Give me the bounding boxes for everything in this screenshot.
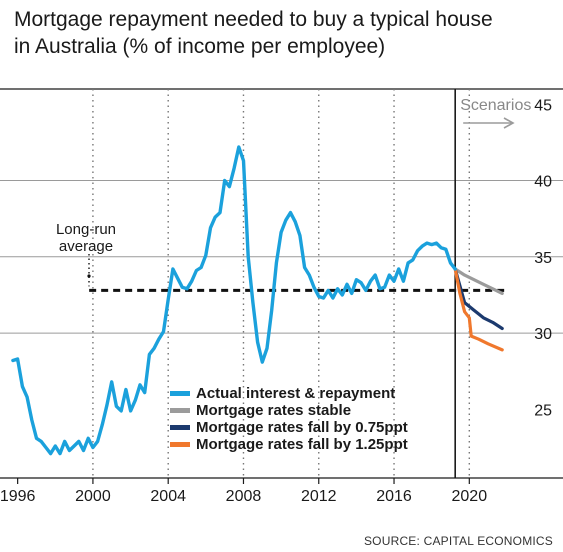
scenarios-label: Scenarios [460, 97, 531, 114]
series-line-mortgage-rates-stable [453, 267, 504, 295]
y-tick-label-40: 40 [534, 174, 552, 191]
legend-swatch-mortgage-rates-fall-by-0-75ppt [170, 425, 190, 430]
legend-label-mortgage-rates-fall-by-1-25ppt: Mortgage rates fall by 1.25ppt [196, 436, 408, 453]
legend-swatch-actual-interest-repayment [170, 391, 190, 396]
legend-label-actual-interest-repayment: Actual interest & repayment [196, 385, 395, 402]
y-tick-label-45: 45 [534, 97, 552, 114]
series-line-actual-interest-repayment [11, 145, 457, 456]
chart-title-line-2: in Australia (% of income per employee) [14, 35, 386, 58]
long-run-average-label-1: Long-run [56, 221, 116, 238]
source-note: SOURCE: CAPITAL ECONOMICS [363, 534, 553, 548]
x-tick-label-2020: 2020 [452, 488, 488, 505]
chart-title: Mortgage repayment needed to buy a typic… [14, 6, 554, 60]
legend-swatch-mortgage-rates-fall-by-1-25ppt [170, 442, 190, 447]
x-tick-label-2008: 2008 [226, 488, 262, 505]
legend-label-mortgage-rates-stable: Mortgage rates stable [196, 402, 351, 419]
y-tick-label-30: 30 [534, 326, 552, 343]
x-tick-label-2000: 2000 [75, 488, 111, 505]
legend-label-mortgage-rates-fall-by-0-75ppt: Mortgage rates fall by 0.75ppt [196, 419, 408, 436]
chart-title-line-1: Mortgage repayment needed to buy a typic… [14, 8, 493, 31]
y-tick-label-35: 35 [534, 250, 552, 267]
legend-swatch-mortgage-rates-stable [170, 408, 190, 413]
long-run-average-label-2: average [59, 238, 113, 255]
x-tick-label-2012: 2012 [301, 488, 337, 505]
series-line-mortgage-rates-fall-by-1-25ppt [453, 267, 504, 352]
x-tick-label-2016: 2016 [376, 488, 412, 505]
x-tick-label-2004: 2004 [150, 488, 186, 505]
x-tick-label-1996: 1996 [0, 488, 36, 505]
y-tick-label-25: 25 [534, 402, 552, 419]
long-run-average-pointer-dot [87, 274, 91, 278]
